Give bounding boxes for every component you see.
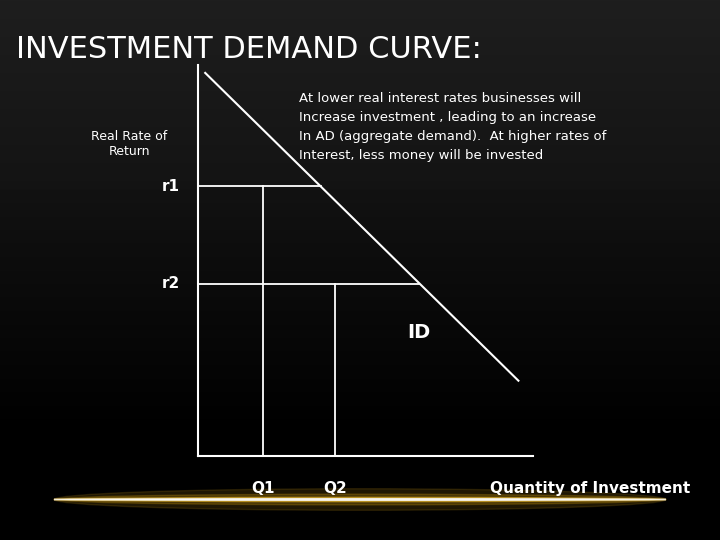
Text: Q1: Q1 [251, 481, 274, 496]
Text: Quantity of Investment: Quantity of Investment [490, 481, 690, 496]
Text: r1: r1 [162, 179, 180, 194]
Text: ID: ID [407, 322, 430, 342]
Ellipse shape [54, 499, 666, 500]
Ellipse shape [54, 494, 666, 505]
Text: Real Rate of
Return: Real Rate of Return [91, 130, 168, 158]
Ellipse shape [54, 489, 666, 510]
Ellipse shape [54, 497, 666, 502]
Text: r2: r2 [162, 276, 180, 291]
Text: Q2: Q2 [323, 481, 346, 496]
Text: INVESTMENT DEMAND CURVE:: INVESTMENT DEMAND CURVE: [16, 35, 482, 64]
Text: At lower real interest rates businesses will
Increase investment , leading to an: At lower real interest rates businesses … [299, 92, 606, 162]
